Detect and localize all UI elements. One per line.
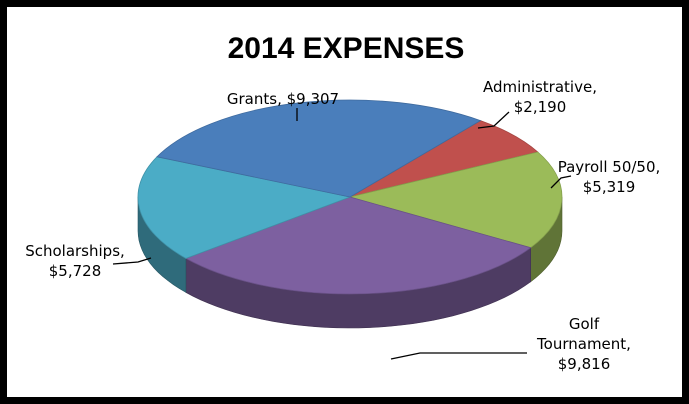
pie-slice-grants xyxy=(156,99,482,198)
data-label-golf-tournament: $9,816 xyxy=(558,355,611,373)
data-label-administrative: Administrative, xyxy=(483,78,597,96)
data-label-golf-tournament: Tournament, xyxy=(536,335,631,353)
pie-slice-golf-tournament xyxy=(184,196,532,295)
data-label-scholarships: Scholarships, xyxy=(25,242,125,260)
data-label-scholarships: $5,728 xyxy=(49,262,102,280)
leader-line-payroll-50-50 xyxy=(550,175,572,189)
data-label-payroll-50-50: Payroll 50/50, xyxy=(558,158,661,176)
leader-lines xyxy=(112,108,572,360)
pie-slice-payroll-50-50 xyxy=(348,151,563,249)
chart-title: 2014 EXPENSES xyxy=(228,32,465,65)
data-label-golf-tournament: Golf xyxy=(569,315,600,333)
data-label-administrative: $2,190 xyxy=(514,98,567,116)
leader-line-golf-tournament xyxy=(390,352,527,360)
pie-tops xyxy=(137,99,563,295)
leader-line-administrative xyxy=(477,111,510,129)
pie-slice-scholarships xyxy=(137,156,352,259)
leader-line-scholarships xyxy=(112,257,152,265)
data-label-grants: Grants, $9,307 xyxy=(227,90,339,108)
data-labels: Grants, $9,307 Administrative, $2,190 Payro… xyxy=(25,78,660,373)
data-label-payroll-50-50: $5,319 xyxy=(583,178,636,196)
